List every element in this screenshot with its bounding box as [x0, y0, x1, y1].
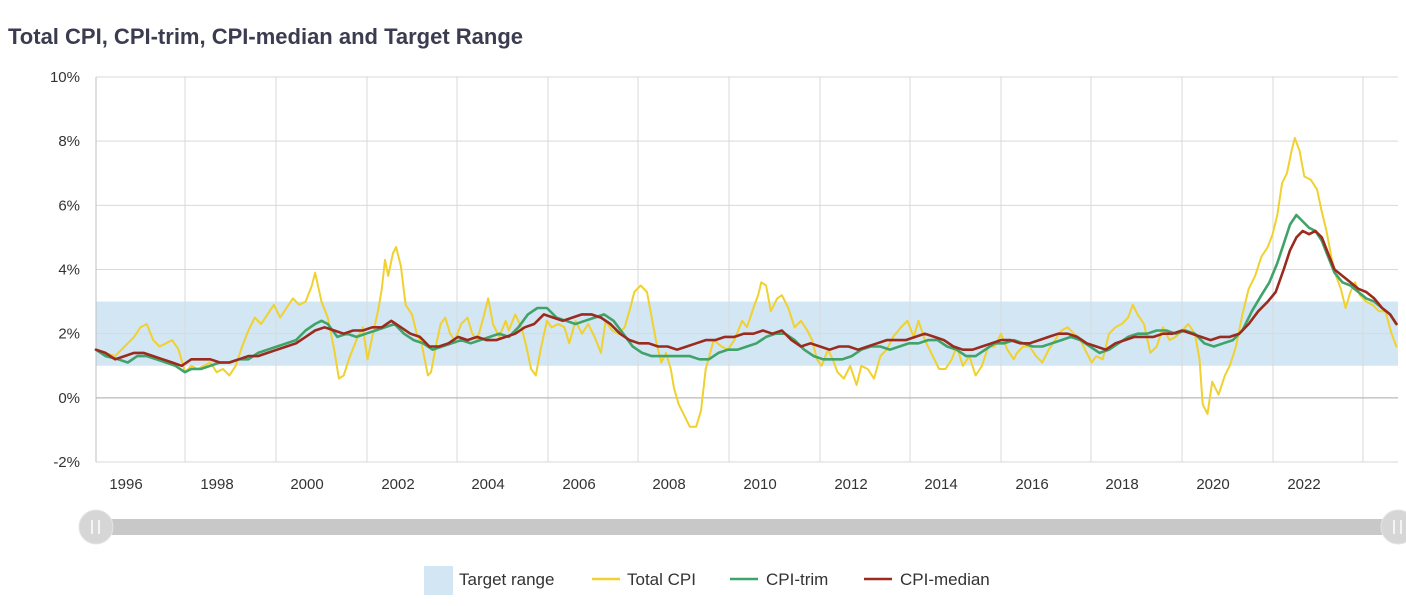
- x-tick-label: 1998: [200, 476, 233, 493]
- legend-label: Total CPI: [627, 570, 696, 589]
- grid-layer: [95, 76, 1398, 463]
- x-tick-label: 2018: [1105, 476, 1138, 493]
- legend-label: CPI-trim: [766, 570, 828, 589]
- x-tick-label: 2022: [1287, 476, 1320, 493]
- x-tick-label: 2012: [834, 476, 867, 493]
- series-line-total-cpi: [95, 137, 1398, 428]
- x-axis: 1996 1998 2000 2002 2004 2006 2008 2010 2012 2014…: [109, 476, 1320, 493]
- legend: Target range Total CPI CPI-trim CPI-median: [424, 566, 990, 595]
- y-tick-label: 10%: [50, 69, 80, 86]
- x-tick-label: 2008: [652, 476, 685, 493]
- y-tick-label: 6%: [58, 197, 80, 214]
- x-tick-label: 1996: [109, 476, 142, 493]
- x-tick-label: 2020: [1196, 476, 1229, 493]
- series-line-cpi-median: [94, 229, 1398, 368]
- slider-left-handle[interactable]: [78, 509, 114, 545]
- legend-item-target-range: Target range: [424, 566, 554, 595]
- x-tick-label: 2004: [471, 476, 504, 493]
- x-tick-label: 2010: [743, 476, 776, 493]
- legend-label: CPI-median: [900, 570, 990, 589]
- range-slider[interactable]: [78, 509, 1406, 545]
- x-tick-label: 2014: [924, 476, 957, 493]
- series-line-cpi-trim: [94, 213, 1398, 374]
- legend-item-total-cpi: Total CPI: [592, 570, 696, 589]
- legend-label: Target range: [459, 570, 554, 589]
- x-tick-label: 2016: [1015, 476, 1048, 493]
- y-tick-label: 2%: [58, 326, 80, 343]
- slider-track[interactable]: [96, 519, 1396, 535]
- legend-item-cpi-median: CPI-median: [864, 570, 990, 589]
- y-tick-label: -2%: [53, 454, 80, 471]
- y-tick-label: 0%: [58, 390, 80, 407]
- y-tick-label: 8%: [58, 133, 80, 150]
- y-axis: -2% 0% 2% 4% 6% 8% 10%: [50, 69, 80, 471]
- chart-title: Total CPI, CPI-trim, CPI-median and Targ…: [8, 24, 524, 49]
- legend-swatch: [424, 566, 453, 595]
- y-tick-label: 4%: [58, 262, 80, 279]
- legend-item-cpi-trim: CPI-trim: [730, 570, 828, 589]
- x-tick-label: 2000: [290, 476, 323, 493]
- x-tick-label: 2002: [381, 476, 414, 493]
- series-layer: [94, 137, 1398, 428]
- x-tick-label: 2006: [562, 476, 595, 493]
